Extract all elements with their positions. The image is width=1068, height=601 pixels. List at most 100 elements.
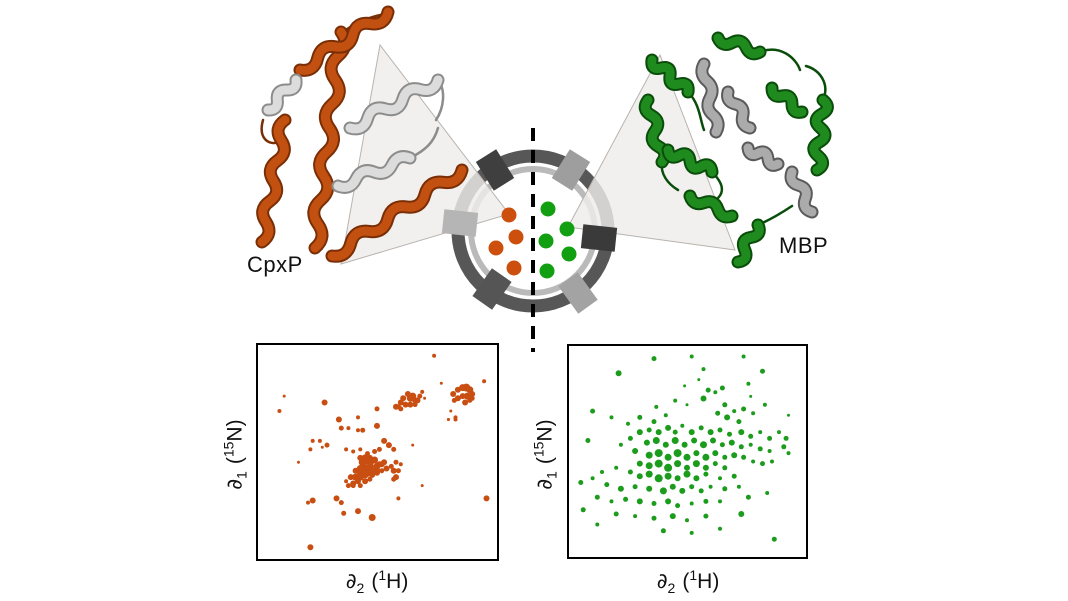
spectrum-peak bbox=[388, 463, 394, 469]
spectrum-peak bbox=[645, 451, 653, 459]
mbp-spectrum-canvas bbox=[578, 354, 791, 542]
spectrum-peak bbox=[350, 483, 356, 489]
spectrum-peak bbox=[712, 461, 718, 467]
spectrum-peak bbox=[371, 456, 379, 464]
spectrum-peak bbox=[341, 510, 347, 516]
spectrum-peak bbox=[627, 435, 633, 441]
spectrum-peak bbox=[722, 465, 728, 471]
ribbon-helix bbox=[309, 27, 350, 253]
spectrum-peak bbox=[688, 429, 695, 436]
spectrum-peak bbox=[646, 427, 652, 433]
spectrum-peak bbox=[432, 353, 437, 358]
spectrum-peak bbox=[664, 463, 673, 472]
ribbon-helix bbox=[327, 165, 467, 261]
spectrum-peak bbox=[439, 381, 443, 385]
spectrum-peak bbox=[700, 395, 707, 402]
spectrum-peak bbox=[414, 397, 421, 404]
spectrum-peak bbox=[654, 404, 659, 409]
cpxp-spectrum-canvas bbox=[277, 353, 490, 551]
spectrum-peak bbox=[781, 444, 787, 450]
spectrum-peak bbox=[412, 402, 418, 408]
spectrum-peak bbox=[483, 495, 490, 502]
spectrum-peak bbox=[356, 415, 360, 420]
membrane-protein-shape bbox=[558, 272, 598, 314]
ribbon-helix bbox=[663, 145, 717, 177]
spectrum-peak bbox=[646, 485, 653, 492]
membrane-protein-shape bbox=[475, 149, 515, 191]
spectrum-peak bbox=[297, 460, 300, 464]
spectrum-peak bbox=[411, 443, 415, 447]
spectrum-peak bbox=[462, 399, 469, 406]
spectrum-peak bbox=[732, 409, 737, 414]
spectrum-peak bbox=[736, 484, 741, 489]
spectrum-peak bbox=[717, 427, 723, 433]
spectrum-peak bbox=[738, 429, 745, 436]
mbp-structure bbox=[638, 31, 834, 269]
spectrum-peak bbox=[317, 438, 322, 443]
spectrum-peak bbox=[673, 398, 678, 403]
spectrum-peak bbox=[783, 435, 789, 441]
spectrum-peak bbox=[333, 495, 340, 502]
spectrum-peak bbox=[636, 460, 643, 467]
ribbon-helix bbox=[733, 220, 764, 267]
spectrum-peak bbox=[731, 452, 738, 459]
substrate-dot bbox=[539, 263, 555, 279]
spectrum-peak bbox=[722, 402, 728, 408]
spectrum-peak bbox=[751, 459, 756, 464]
spectrum-peak bbox=[357, 483, 363, 489]
spectrum-peak bbox=[578, 480, 584, 485]
spectrum-peak bbox=[381, 437, 388, 444]
spectrum-peak bbox=[707, 429, 714, 436]
membrane-protein-shape bbox=[551, 149, 591, 191]
spectrum-peak bbox=[748, 442, 753, 447]
spectrum-peak bbox=[738, 511, 745, 517]
ribbon-helix bbox=[713, 33, 765, 59]
spectrum-peak bbox=[346, 426, 351, 431]
ribbon-helix bbox=[333, 152, 415, 192]
spectrum-peak bbox=[786, 451, 791, 456]
spectrum-peak bbox=[663, 413, 668, 418]
ribbon-helix bbox=[295, 7, 393, 75]
spectrum-peak bbox=[615, 370, 622, 377]
spectrum-peak bbox=[712, 450, 719, 457]
spectrum-peak bbox=[765, 491, 770, 495]
spectrum-peak bbox=[698, 488, 704, 494]
spectrum-peak bbox=[277, 409, 282, 413]
spectrum-peak bbox=[679, 487, 686, 494]
spectrum-peak bbox=[700, 441, 707, 449]
spectrum-peak bbox=[675, 503, 681, 509]
spectrum-peak bbox=[633, 514, 638, 519]
mbp-label: MBP bbox=[779, 233, 829, 258]
partial-symbol: ∂ bbox=[532, 478, 557, 490]
spectrum-peak bbox=[665, 424, 672, 431]
spectrum-peak bbox=[770, 459, 774, 464]
spectrum-peak bbox=[585, 438, 591, 443]
spectrum-peak bbox=[718, 499, 722, 504]
spectrum-peak bbox=[345, 483, 351, 489]
spectrum-peak bbox=[310, 438, 315, 443]
spectrum-peak bbox=[594, 494, 600, 500]
spectrum-peak bbox=[655, 429, 662, 436]
spectrum-peak bbox=[674, 475, 681, 482]
spectrum-peak bbox=[420, 389, 425, 394]
spectrum-peak bbox=[398, 406, 404, 412]
substrate-dot bbox=[506, 260, 522, 276]
spectrum-peak bbox=[637, 414, 643, 420]
spectrum-peak bbox=[684, 464, 690, 471]
spectrum-peak bbox=[402, 401, 409, 408]
spectrum-peak bbox=[669, 483, 676, 490]
ribbon-helix bbox=[647, 55, 693, 97]
spectrum-peak bbox=[338, 500, 344, 506]
spectrum-peak bbox=[652, 437, 660, 444]
spectrum-peak bbox=[654, 474, 663, 483]
spectrum-peak bbox=[703, 471, 709, 477]
spectrum-peak bbox=[609, 415, 614, 420]
spectrum-peak bbox=[282, 394, 286, 398]
spectrum-peak bbox=[651, 419, 657, 425]
spectrum-peak bbox=[482, 379, 487, 384]
spectrum-peak bbox=[685, 403, 689, 407]
spectrum-peak bbox=[626, 421, 630, 426]
spectrum-peak bbox=[590, 408, 596, 414]
